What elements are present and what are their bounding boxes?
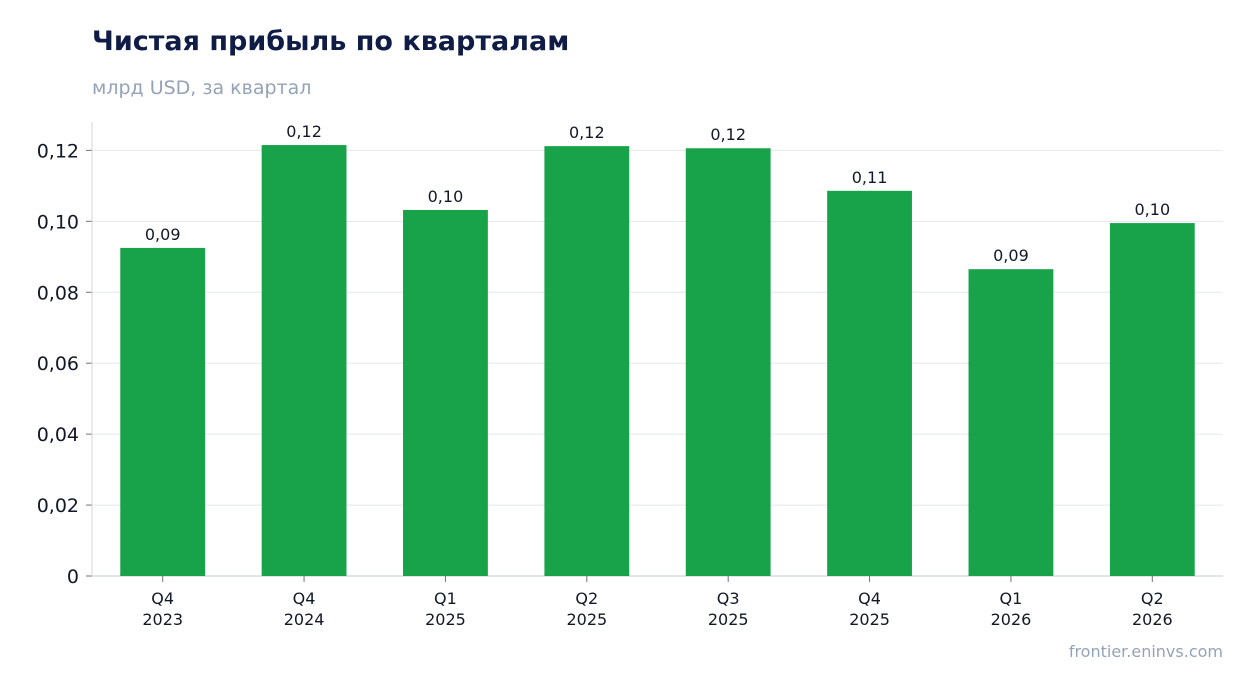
bar bbox=[403, 209, 488, 576]
bar-value-label: 0,09 bbox=[145, 225, 181, 244]
bar-value-label: 0,11 bbox=[852, 168, 888, 187]
x-tick-label-quarter: Q4 bbox=[151, 589, 174, 608]
x-tick-label-quarter: Q4 bbox=[293, 589, 316, 608]
y-tick-label: 0,04 bbox=[37, 424, 79, 446]
x-tick-label-year: 2026 bbox=[991, 610, 1032, 629]
x-tick-label-year: 2025 bbox=[566, 610, 607, 629]
data-labels: 0,09 0,12 0,10 0,12 0,12 0,11 0,09 0,10 bbox=[145, 122, 1170, 265]
x-tick-label-year: 2023 bbox=[142, 610, 183, 629]
x-tick-label-quarter: Q2 bbox=[575, 589, 598, 608]
bar bbox=[968, 269, 1054, 576]
x-tick-label-quarter: Q3 bbox=[717, 589, 740, 608]
y-tick-label: 0,06 bbox=[37, 353, 79, 375]
chart-title: Чистая прибыль по кварталам bbox=[92, 26, 570, 57]
bar-value-label: 0,12 bbox=[286, 122, 322, 141]
x-tick-label-year: 2025 bbox=[708, 610, 749, 629]
bar bbox=[1109, 223, 1195, 576]
x-tick-label-quarter: Q4 bbox=[858, 589, 881, 608]
bar bbox=[261, 145, 347, 576]
bar-value-label: 0,10 bbox=[428, 187, 464, 206]
x-tick-label-quarter: Q2 bbox=[1141, 589, 1164, 608]
bar-value-label: 0,09 bbox=[993, 246, 1029, 265]
y-tick-label: 0,08 bbox=[37, 282, 79, 304]
x-tick-label-year: 2026 bbox=[1132, 610, 1173, 629]
x-tick-label-year: 2024 bbox=[284, 610, 325, 629]
y-tick-label: 0,10 bbox=[37, 211, 79, 233]
y-tick-label: 0,12 bbox=[37, 140, 79, 162]
chart-subtitle: млрд USD, за квартал bbox=[92, 77, 312, 99]
bars bbox=[120, 145, 1195, 576]
x-tick-label-quarter: Q1 bbox=[1000, 589, 1023, 608]
bar bbox=[827, 190, 912, 576]
y-tick-label: 0 bbox=[67, 566, 79, 588]
bar bbox=[685, 148, 771, 576]
x-tick-label-year: 2025 bbox=[849, 610, 890, 629]
bar-value-label: 0,12 bbox=[569, 123, 605, 142]
y-tick-label: 0,02 bbox=[37, 495, 79, 517]
bar bbox=[544, 146, 630, 576]
x-tick-label-year: 2025 bbox=[425, 610, 466, 629]
bar bbox=[120, 247, 206, 576]
bar-value-label: 0,12 bbox=[710, 125, 746, 144]
source-watermark: frontier.eninvs.com bbox=[1068, 642, 1223, 661]
bar-value-label: 0,10 bbox=[1135, 200, 1171, 219]
x-tick-label-quarter: Q1 bbox=[434, 589, 457, 608]
